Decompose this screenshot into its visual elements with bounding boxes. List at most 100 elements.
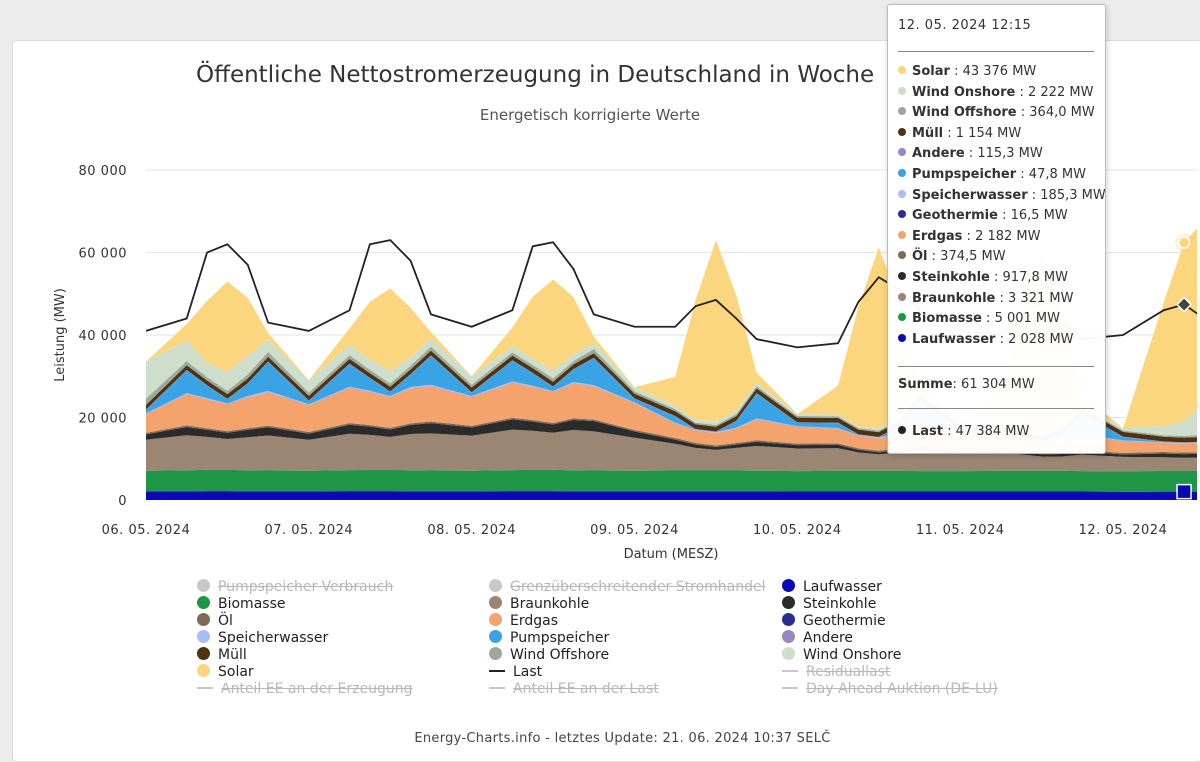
area-laufwasser bbox=[146, 491, 1197, 500]
hover-marker-laufwasser bbox=[1176, 483, 1192, 500]
legend-label: Pumpspeicher Verbrauch bbox=[218, 579, 394, 595]
tooltip-row-value: 374,5 MW bbox=[940, 249, 1006, 265]
legend-item[interactable]: Speicherwasser bbox=[197, 630, 328, 646]
legend-item[interactable]: Andere bbox=[782, 630, 853, 646]
legend-label: Last bbox=[513, 664, 543, 680]
x-tick-label: 12. 05. 2024 bbox=[1079, 523, 1168, 538]
legend-label: Wind Offshore bbox=[510, 647, 610, 663]
legend-dot-symbol bbox=[197, 647, 210, 660]
tooltip-row-dot bbox=[898, 333, 906, 342]
legend-item[interactable]: Biomasse bbox=[197, 596, 285, 612]
legend-line-symbol bbox=[197, 687, 213, 689]
legend-item[interactable]: Wind Offshore bbox=[489, 647, 609, 663]
tooltip-row-name: Wind Onshore bbox=[912, 84, 1016, 100]
legend-dot-symbol bbox=[489, 613, 502, 626]
tooltip-sum-value: 61 304 MW bbox=[961, 377, 1035, 392]
tooltip-row: Speicherwasser : 185,3 MW bbox=[898, 188, 1106, 203]
tooltip-row-value: 917,8 MW bbox=[1002, 270, 1068, 285]
hover-marker-solar bbox=[1177, 236, 1191, 249]
tooltip-row-name: Speicherwasser bbox=[912, 187, 1028, 203]
legend-dot-symbol bbox=[489, 579, 502, 592]
tooltip-row-name: Erdgas bbox=[912, 228, 963, 244]
tooltip-row-value: 2 182 MW bbox=[975, 228, 1041, 244]
tooltip-row: Steinkohle : 917,8 MW bbox=[898, 270, 1068, 285]
tooltip-row-name: Pumpspeicher bbox=[912, 167, 1017, 182]
legend-label: Speicherwasser bbox=[218, 630, 329, 646]
legend-label: Wind Onshore bbox=[803, 647, 902, 663]
legend-item[interactable]: Solar bbox=[197, 664, 254, 680]
x-tick-label: 10. 05. 2024 bbox=[753, 523, 842, 538]
tooltip-row-name: Laufwasser bbox=[912, 331, 996, 347]
legend-label: Andere bbox=[803, 630, 854, 646]
legend-item[interactable]: Braunkohle bbox=[489, 596, 589, 612]
footer-credit: Energy-Charts.info - letztes Update: 21.… bbox=[414, 731, 831, 746]
x-axis-title: Datum (MESZ) bbox=[624, 547, 719, 562]
legend-label: Müll bbox=[218, 647, 247, 663]
tooltip-sum-label: Summe bbox=[898, 377, 953, 392]
tooltip-row-dot bbox=[898, 272, 906, 280]
tooltip-row-value: 5 001 MW bbox=[994, 311, 1060, 327]
tooltip-last-dot bbox=[898, 426, 906, 434]
legend-label: Anteil EE an der Last bbox=[513, 681, 659, 697]
legend-item[interactable]: Grenzüberschreitender Stromhandel bbox=[489, 579, 766, 595]
legend-dot-symbol bbox=[782, 647, 795, 660]
legend-item[interactable]: Steinkohle bbox=[782, 596, 876, 612]
tooltip-row-dot bbox=[898, 189, 906, 198]
y-tick-label: 60 000 bbox=[79, 247, 128, 262]
legend-label: Day Ahead Auktion (DE-LU) bbox=[806, 681, 998, 697]
tooltip-row-value: 3 321 MW bbox=[1008, 290, 1074, 306]
tooltip-row: Laufwasser : 2 028 MW bbox=[898, 332, 1074, 347]
x-tick-label: 08. 05. 2024 bbox=[427, 523, 516, 538]
legend-dot-symbol bbox=[782, 579, 795, 592]
tooltip-row-value: 43 376 MW bbox=[962, 64, 1037, 79]
tooltip-row-dot bbox=[898, 251, 906, 260]
tooltip-row-value: 2 222 MW bbox=[1028, 84, 1094, 100]
tooltip-row-dot bbox=[898, 169, 906, 177]
tooltip-row: Andere : 115,3 MW bbox=[898, 146, 1043, 161]
tooltip-row: Biomasse : 5 001 MW bbox=[898, 311, 1060, 326]
tooltip-date: 12. 05. 2024 12:15 bbox=[898, 18, 1032, 33]
legend-line-symbol bbox=[782, 670, 798, 672]
legend-item[interactable]: Wind Onshore bbox=[782, 647, 901, 663]
area-biomasse bbox=[146, 469, 1197, 492]
tooltip-row-dot bbox=[898, 148, 906, 157]
tooltip-row-value: 185,3 MW bbox=[1040, 187, 1106, 203]
legend-label: Solar bbox=[218, 664, 254, 680]
tooltip-row: Öl : 374,5 MW bbox=[898, 249, 1006, 264]
x-tick-label: 07. 05. 2024 bbox=[264, 523, 353, 538]
legend-item[interactable]: Day Ahead Auktion (DE-LU) bbox=[782, 681, 998, 697]
legend-line-symbol bbox=[489, 687, 505, 689]
tooltip-row-dot bbox=[898, 292, 906, 301]
tooltip-row-name: Müll bbox=[912, 125, 944, 141]
legend-item[interactable]: Müll bbox=[197, 647, 247, 663]
legend-item[interactable]: Residuallast bbox=[782, 664, 890, 680]
area-braunkohle bbox=[146, 429, 1197, 472]
legend-label: Geothermie bbox=[803, 613, 886, 629]
tooltip-row: Geothermie : 16,5 MW bbox=[898, 208, 1068, 223]
tooltip-row-dot bbox=[898, 107, 906, 116]
legend-item[interactable]: Last bbox=[489, 664, 542, 680]
legend-item[interactable]: Pumpspeicher Verbrauch bbox=[197, 579, 393, 595]
legend-item[interactable]: Erdgas bbox=[489, 613, 558, 629]
legend-item[interactable]: Geothermie bbox=[782, 613, 886, 629]
legend-dot-symbol bbox=[197, 613, 210, 626]
tooltip-row-name: Andere bbox=[912, 146, 965, 162]
tooltip-row-value: 115,3 MW bbox=[977, 146, 1043, 162]
legend-item[interactable]: Anteil EE an der Erzeugung bbox=[197, 681, 413, 697]
tooltip-row: Braunkohle : 3 321 MW bbox=[898, 291, 1073, 306]
tooltip-row-value: 1 154 MW bbox=[955, 125, 1022, 141]
legend-item[interactable]: Pumpspeicher bbox=[489, 630, 609, 646]
tooltip-row-value: 364,0 MW bbox=[1029, 105, 1095, 121]
tooltip-separator bbox=[898, 51, 1094, 52]
legend-label: Öl bbox=[218, 613, 233, 629]
legend-label: Biomasse bbox=[218, 596, 286, 612]
tooltip-last-value: 47 384 MW bbox=[955, 424, 1030, 439]
legend-item[interactable]: Öl bbox=[197, 613, 233, 629]
legend-label: Pumpspeicher bbox=[510, 630, 610, 646]
tooltip-row-dot bbox=[898, 313, 906, 322]
legend-item[interactable]: Laufwasser bbox=[782, 579, 882, 595]
tooltip: 12. 05. 2024 12:15 Solar : 43 376 MW Wind… bbox=[887, 4, 1106, 454]
legend-item[interactable]: Anteil EE an der Last bbox=[489, 681, 659, 697]
legend-label: Steinkohle bbox=[803, 596, 877, 612]
legend-label: Braunkohle bbox=[510, 596, 590, 612]
